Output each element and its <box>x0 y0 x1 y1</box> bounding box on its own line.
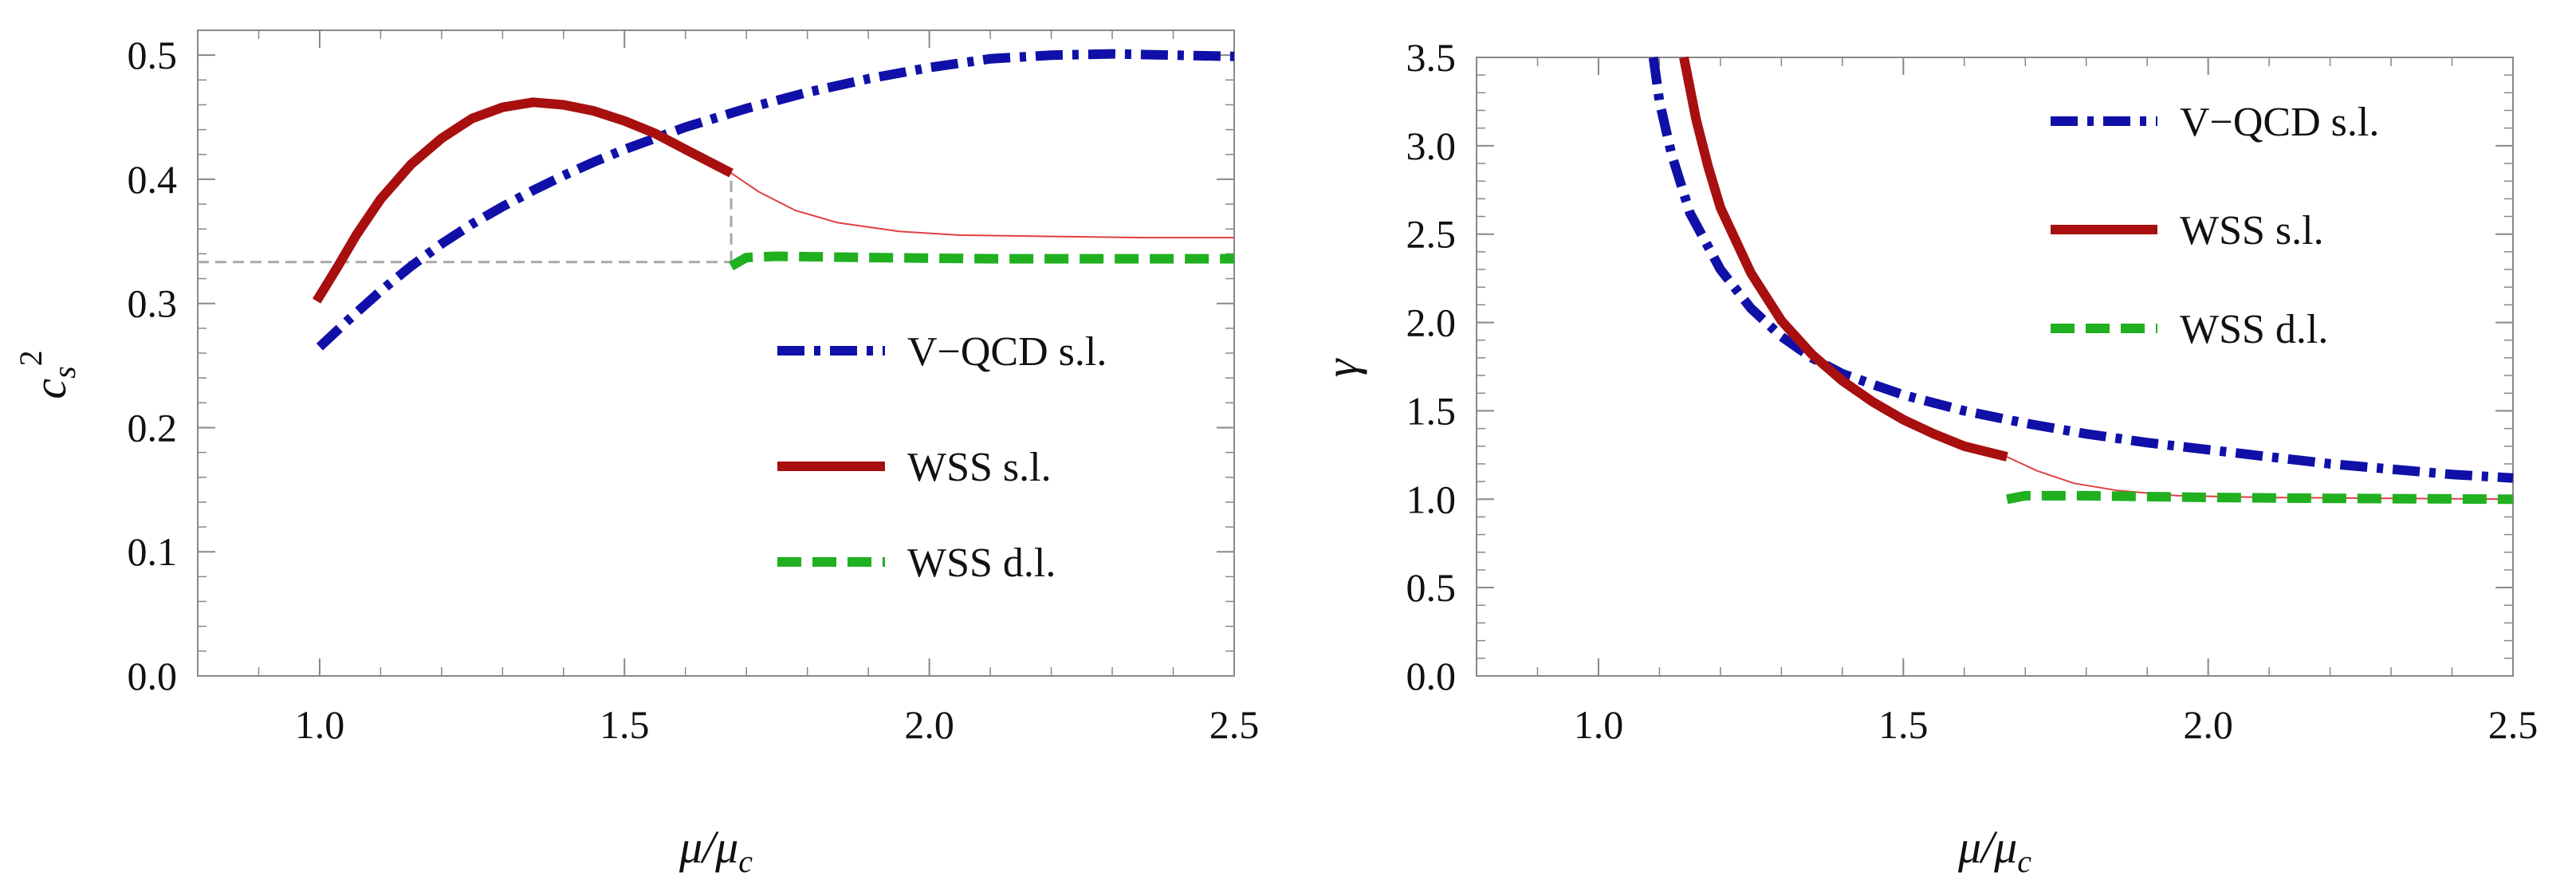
svg-text:γ: γ <box>1316 357 1367 377</box>
x-tick-label: 1.5 <box>600 702 650 747</box>
plot-frame <box>1476 57 2514 677</box>
y-tick-label: 2.0 <box>1406 301 1457 345</box>
legend: V−QCD s.l. WSS s.l. WSS d.l. <box>777 329 1107 586</box>
x-tick-label: 1.5 <box>1878 702 1929 747</box>
series-wss-s-l <box>1679 56 2008 462</box>
x-tick-label: 2.0 <box>904 702 954 747</box>
x-axis-label: μ/μc <box>678 821 753 879</box>
series-wss-d-l <box>729 251 1234 271</box>
x-tick-label: 1.0 <box>1574 702 1624 747</box>
legend-label-wss-sl: WSS s.l. <box>2180 208 2324 253</box>
series-v-qcd-s-l <box>1648 57 2514 483</box>
legend-label-wss-dl: WSS d.l. <box>907 540 1056 586</box>
x-tick-labels: 1.0 1.5 2.0 2.5 <box>1574 702 2539 747</box>
y-tick-label: 0.1 <box>128 529 178 574</box>
y-tick-label: 0.0 <box>128 654 178 698</box>
y-axis-label: γ <box>1316 357 1367 377</box>
y-tick-label: 3.0 <box>1406 124 1457 168</box>
y-tick-label: 0.2 <box>128 405 178 450</box>
x-tick-label: 2.0 <box>2183 702 2233 747</box>
series-wss-s-l-continuation <box>730 172 1234 239</box>
legend-item-vqcd: V−QCD s.l. <box>2051 100 2379 145</box>
y-tick-label: 0.5 <box>128 33 178 77</box>
legend-item-vqcd: V−QCD s.l. <box>777 329 1107 375</box>
svg-text:cs2: cs2 <box>13 350 82 399</box>
y-tick-labels: 0.0 0.1 0.2 0.3 0.4 0.5 <box>128 33 178 698</box>
tick-marks <box>1476 57 2514 677</box>
x-tick-label: 2.5 <box>1209 702 1260 747</box>
legend-label-vqcd: V−QCD s.l. <box>2180 100 2379 145</box>
x-tick-label: 2.5 <box>2488 702 2539 747</box>
y-tick-label: 1.5 <box>1406 388 1457 433</box>
legend-item-wss-sl: WSS s.l. <box>777 445 1052 490</box>
legend-item-wss-dl: WSS d.l. <box>777 540 1056 586</box>
legend-item-wss-sl: WSS s.l. <box>2051 208 2324 253</box>
legend: V−QCD s.l. WSS s.l. WSS d.l. <box>2051 100 2379 352</box>
legend-label-wss-dl: WSS d.l. <box>2180 307 2328 352</box>
legend-item-wss-dl: WSS d.l. <box>2051 307 2328 352</box>
chart-gamma: 0.0 0.5 1.0 1.5 2.0 2.5 3.0 3.5 1.0 1.5 2.0 2.5 μ/… <box>1316 35 2538 879</box>
y-tick-label: 1.0 <box>1406 477 1457 521</box>
y-tick-label: 3.5 <box>1406 35 1457 80</box>
series-group <box>1648 56 2514 505</box>
y-tick-labels: 0.0 0.5 1.0 1.5 2.0 2.5 3.0 3.5 <box>1406 35 1457 698</box>
y-axis-label: cs2 <box>13 350 82 399</box>
series-wss-s-l <box>312 97 733 304</box>
series-group <box>312 49 1235 351</box>
y-tick-label: 0.0 <box>1406 654 1457 698</box>
x-tick-labels: 1.0 1.5 2.0 2.5 <box>295 702 1260 747</box>
legend-label-vqcd: V−QCD s.l. <box>907 329 1107 375</box>
x-tick-label: 1.0 <box>295 702 345 747</box>
y-tick-label: 0.4 <box>128 157 178 202</box>
reference-lines <box>198 173 733 264</box>
series-wss-d-l <box>2006 490 2514 505</box>
chart-speed-of-sound: 0.0 0.1 0.2 0.3 0.4 0.5 1.0 1.5 2.0 2.5 μ/μc cs2… <box>13 29 1260 879</box>
legend-label-wss-sl: WSS s.l. <box>907 445 1052 490</box>
y-tick-label: 0.5 <box>1406 565 1457 610</box>
x-axis-label: μ/μc <box>1957 821 2031 879</box>
y-tick-label: 2.5 <box>1406 212 1457 257</box>
y-tick-label: 0.3 <box>128 281 178 326</box>
